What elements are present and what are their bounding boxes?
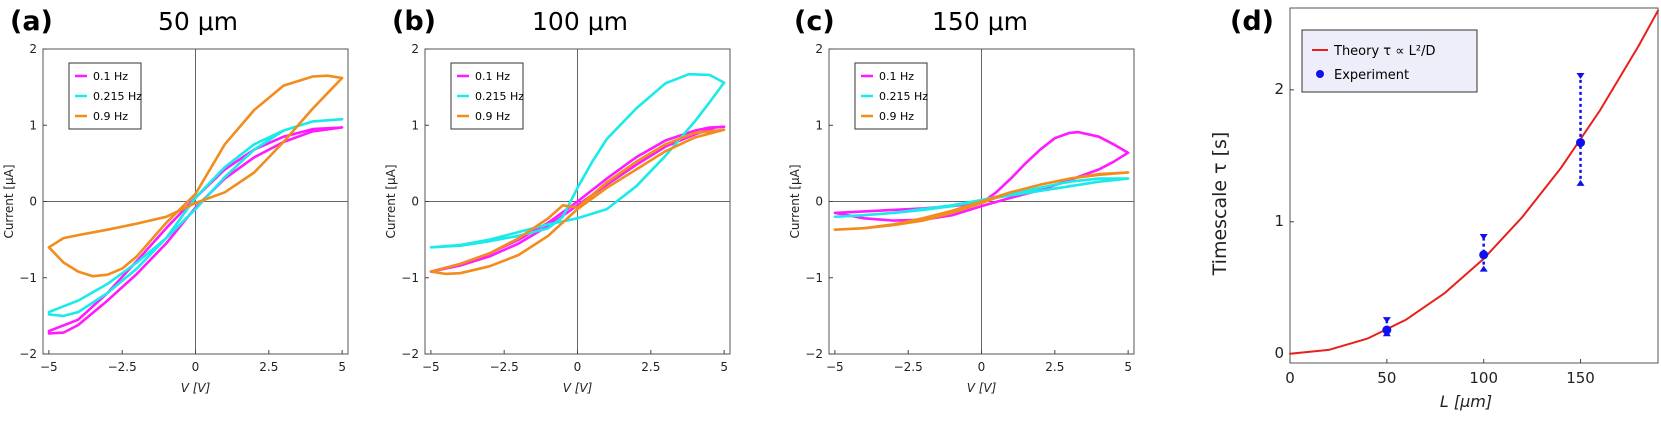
x-tick-label: 2.5: [259, 360, 278, 374]
y-tick-label: 2: [29, 42, 37, 56]
y-tick-label: −2: [401, 347, 419, 361]
panel-d: (d) 0 50 100 150 0 1 2 L [μm] Timescale τ [s] Theo…: [1209, 6, 1659, 411]
series-loop: [429, 72, 726, 249]
error-cap-top: [1576, 72, 1585, 79]
x-tick-label: 150: [1566, 369, 1595, 387]
y-tick-label: 1: [1274, 212, 1284, 230]
x-tick-label: −5: [826, 360, 844, 374]
y-tick-label: 0: [411, 195, 419, 209]
error-cap-top: [1382, 317, 1391, 324]
legend-label: 0.1 Hz: [93, 70, 128, 83]
x-tick-label: 5: [338, 360, 346, 374]
experiment-point: [1576, 138, 1586, 148]
experiment-point: [1382, 325, 1392, 335]
legend-label: Theory τ ∝ L²/D: [1333, 44, 1436, 59]
y-tick-label: −1: [805, 271, 823, 285]
error-cap-bottom: [1479, 265, 1488, 272]
x-tick-label: 0: [978, 360, 986, 374]
legend-label: 0.215 Hz: [93, 90, 142, 103]
legend-label: 0.1 Hz: [475, 70, 510, 83]
series-loop: [47, 117, 344, 318]
panel-title: 100 μm: [532, 7, 628, 36]
series-loop: [833, 171, 1130, 231]
y-tick-label: −2: [19, 347, 37, 361]
x-axis-label: V [V]: [967, 381, 997, 395]
legend-label: 0.9 Hz: [93, 110, 128, 123]
experiment-point: [1479, 250, 1489, 260]
series-loop: [833, 177, 1130, 219]
legend-marker: [1316, 70, 1324, 78]
y-tick-label: 0: [815, 195, 823, 209]
panel-title: 50 μm: [158, 7, 238, 36]
y-tick-label: 2: [815, 42, 823, 56]
panel-title: 150 μm: [932, 7, 1028, 36]
y-tick-label: 0: [29, 195, 37, 209]
series-loop: [47, 74, 344, 278]
x-tick-label: −2.5: [894, 360, 923, 374]
y-tick-label: −1: [401, 271, 419, 285]
panel-c: (c) 150 μm −5 −2.5 0 2.5 5 −2 −1 0 1 2 V [V] Current …: [788, 6, 1135, 395]
y-tick-label: 1: [815, 118, 823, 132]
x-axis-label: V [V]: [181, 381, 211, 395]
x-axis-label: L [μm]: [1440, 392, 1492, 411]
legend-label: 0.9 Hz: [475, 110, 510, 123]
y-axis-label: Current [μA]: [2, 164, 16, 238]
y-tick-label: 1: [29, 118, 37, 132]
x-tick-label: 0: [1285, 369, 1295, 387]
legend-label: Experiment: [1334, 68, 1409, 83]
panel-b: (b) 100 μm −5 −2.5 0 2.5 5 −2 −1 0 1 2 V [V] Current …: [384, 6, 731, 395]
x-tick-label: 0: [574, 360, 582, 374]
legend-label: 0.9 Hz: [879, 110, 914, 123]
y-tick-label: 2: [411, 42, 419, 56]
x-tick-label: −5: [40, 360, 58, 374]
x-tick-label: 2.5: [641, 360, 660, 374]
legend-label: 0.215 Hz: [475, 90, 524, 103]
panel-letter: (c): [794, 6, 835, 37]
error-cap-bottom: [1576, 179, 1585, 186]
series-loop: [47, 126, 344, 335]
panel-letter: (a): [10, 6, 53, 37]
legend-label: 0.215 Hz: [879, 90, 928, 103]
x-tick-label: 0: [192, 360, 200, 374]
x-tick-label: −2.5: [490, 360, 519, 374]
y-axis-label: Timescale τ [s]: [1209, 132, 1231, 277]
y-tick-label: 1: [411, 118, 419, 132]
series-loop: [429, 128, 726, 276]
legend-label: 0.1 Hz: [879, 70, 914, 83]
y-axis-label: Current [μA]: [788, 164, 802, 238]
x-tick-label: −5: [422, 360, 440, 374]
x-axis-label: V [V]: [563, 381, 593, 395]
y-axis-label: Current [μA]: [384, 164, 398, 238]
x-tick-label: 5: [1124, 360, 1132, 374]
y-tick-label: −1: [19, 271, 37, 285]
y-tick-label: 2: [1274, 80, 1284, 98]
panel-a: (a) 50 μm −5 −2.5 0 2.5 5 −2 −1 0 1 2 V [V] Current […: [2, 6, 349, 395]
x-tick-label: 100: [1469, 369, 1498, 387]
error-cap-top: [1479, 233, 1488, 240]
legend-box: [1301, 29, 1478, 93]
x-tick-label: 2.5: [1045, 360, 1064, 374]
x-tick-label: 50: [1377, 369, 1396, 387]
panel-letter: (b): [392, 6, 436, 37]
panel-letter: (d): [1230, 6, 1274, 37]
x-tick-label: 5: [720, 360, 728, 374]
y-tick-label: −2: [805, 347, 823, 361]
x-tick-label: −2.5: [108, 360, 137, 374]
y-tick-label: 0: [1274, 344, 1284, 362]
